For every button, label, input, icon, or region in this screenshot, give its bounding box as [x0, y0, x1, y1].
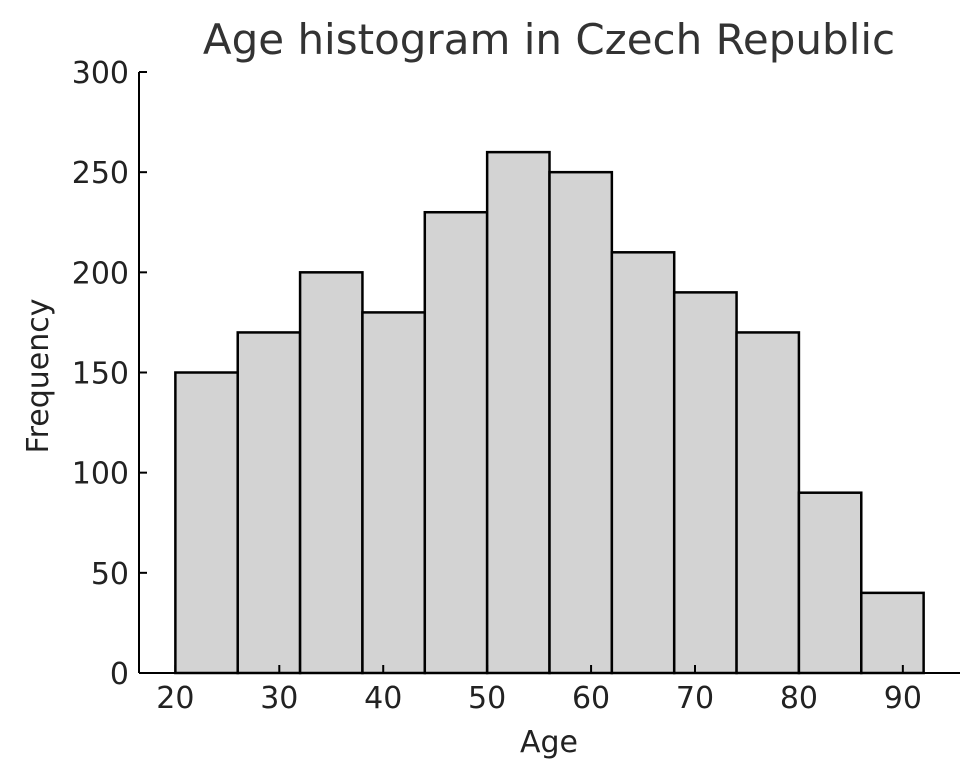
x-tick-label: 40	[364, 681, 402, 716]
histogram-bar	[735, 331, 801, 675]
histogram-bar	[298, 271, 364, 675]
y-axis-label: Frequency	[21, 299, 56, 454]
histogram-bar	[548, 170, 614, 675]
y-tick-label: 50	[91, 557, 129, 592]
y-ticks-group: 0 50 100 150 200 250 300	[72, 56, 147, 692]
x-tick-label: 30	[260, 681, 298, 716]
y-tick-label: 200	[72, 256, 129, 291]
x-axis-label: Age	[520, 725, 578, 760]
histogram-bar	[236, 331, 302, 675]
y-tick-label: 250	[72, 156, 129, 191]
x-tick-label: 20	[156, 681, 194, 716]
y-tick-label: 100	[72, 457, 129, 492]
histogram-bar	[797, 491, 863, 675]
x-ticks-group: 20 30 40 50 60 70 80 90	[156, 665, 922, 716]
histogram-bar	[174, 371, 239, 675]
y-tick-label: 0	[110, 657, 129, 692]
x-tick-label: 80	[780, 681, 818, 716]
x-tick-label: 90	[884, 681, 922, 716]
histogram-bar	[860, 591, 925, 675]
y-tick-label: 300	[72, 56, 129, 91]
histogram-bar	[672, 291, 738, 675]
x-tick-label: 50	[468, 681, 506, 716]
histogram-bar	[610, 251, 676, 675]
x-tick-label: 70	[676, 681, 714, 716]
x-tick-label: 60	[572, 681, 610, 716]
chart-title: Age histogram in Czech Republic	[203, 15, 895, 64]
histogram-bar	[361, 311, 427, 675]
bars-group	[174, 150, 925, 675]
y-tick-label: 150	[72, 357, 129, 392]
histogram-bar	[485, 150, 551, 675]
histogram-bar	[423, 210, 489, 675]
